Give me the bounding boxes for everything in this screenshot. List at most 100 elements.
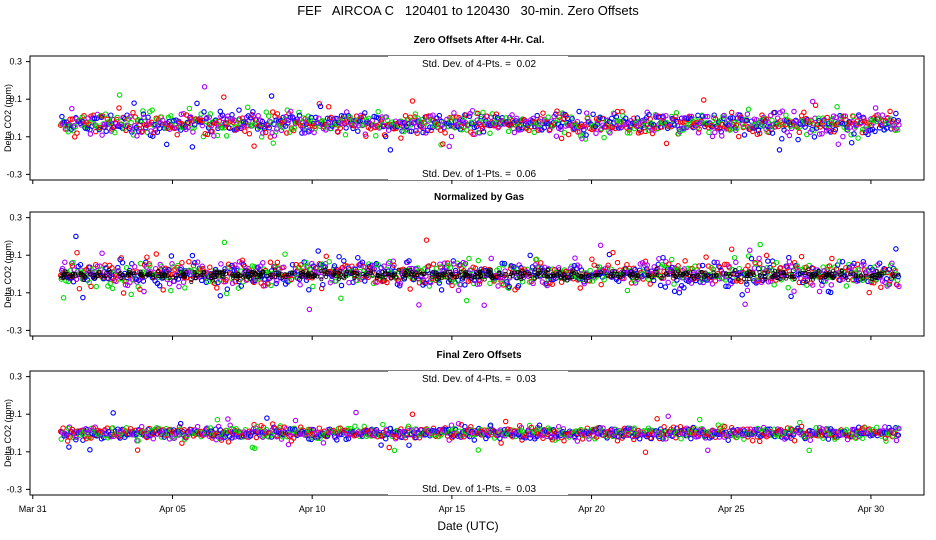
data-point <box>656 435 663 442</box>
normalized-point <box>772 268 777 273</box>
data-point <box>206 114 213 120</box>
data-point <box>785 284 791 291</box>
data-point <box>590 433 597 439</box>
normalized-point <box>265 273 270 278</box>
data-point <box>362 278 368 284</box>
data-points <box>57 409 902 455</box>
data-point <box>176 283 182 290</box>
data-point <box>72 123 79 130</box>
data-point <box>478 113 484 120</box>
normalized-point <box>518 274 523 279</box>
data-point <box>218 261 224 267</box>
normalized-point <box>284 272 289 277</box>
data-point <box>250 109 256 115</box>
data-point <box>844 124 850 130</box>
data-point <box>319 118 325 124</box>
data-point <box>809 98 816 105</box>
normalized-point <box>605 273 610 278</box>
data-point <box>209 128 215 135</box>
data-point <box>850 277 857 284</box>
data-point <box>744 111 751 117</box>
data-point <box>369 266 376 272</box>
data-point <box>477 278 483 284</box>
normalized-point <box>269 272 274 277</box>
data-point <box>198 277 205 284</box>
data-point <box>194 423 201 430</box>
data-point <box>848 139 855 146</box>
data-point <box>251 445 258 452</box>
normalized-point <box>322 272 327 276</box>
data-point <box>409 411 416 418</box>
data-point <box>745 106 752 113</box>
normalized-point <box>61 276 66 280</box>
data-point <box>705 113 711 120</box>
normalized-point <box>385 271 390 276</box>
data-point <box>260 130 266 136</box>
data-point <box>534 112 540 119</box>
data-point <box>314 270 321 277</box>
normalized-point <box>63 269 68 274</box>
data-point <box>822 123 828 129</box>
normalized-point <box>176 273 180 278</box>
data-point <box>795 136 801 143</box>
data-point <box>316 425 323 431</box>
data-point <box>183 112 190 118</box>
data-point <box>312 125 319 131</box>
data-point <box>163 125 169 132</box>
data-point <box>665 413 671 420</box>
data-point <box>381 263 387 269</box>
normalized-point <box>512 270 517 275</box>
data-point <box>545 114 551 120</box>
normalized-point <box>519 277 524 282</box>
data-point <box>738 114 744 120</box>
data-point <box>182 124 189 130</box>
normalized-point <box>487 270 492 275</box>
normalized-point <box>248 276 252 281</box>
data-point <box>790 276 796 282</box>
normalized-point <box>102 274 106 279</box>
data-point <box>135 438 141 444</box>
data-point <box>290 127 297 134</box>
normalized-point <box>360 272 365 276</box>
data-point <box>373 133 379 139</box>
data-point <box>572 255 578 261</box>
data-point <box>345 425 351 432</box>
data-point <box>189 252 196 259</box>
data-point <box>506 283 512 290</box>
data-point <box>647 281 653 287</box>
normalized-point <box>437 272 442 277</box>
data-point <box>749 128 756 135</box>
data-point <box>119 259 126 266</box>
data-point <box>273 280 279 287</box>
normalized-point <box>727 271 731 276</box>
data-point <box>574 118 581 125</box>
data-point <box>694 274 700 281</box>
data-point <box>802 124 808 130</box>
data-point <box>74 268 81 275</box>
data-point <box>481 302 487 309</box>
data-point <box>527 252 533 259</box>
normalized-point <box>748 274 753 279</box>
data-point <box>73 436 79 443</box>
normalized-point <box>670 271 675 276</box>
data-point <box>801 109 807 116</box>
normalized-point <box>339 272 344 277</box>
data-point <box>338 295 344 302</box>
data-point <box>650 122 657 128</box>
data-point <box>59 113 65 120</box>
normalized-point <box>301 271 306 276</box>
data-point <box>214 416 221 423</box>
normalized-point <box>527 271 532 276</box>
normalized-point <box>284 275 289 279</box>
data-point <box>558 279 565 285</box>
data-point <box>540 110 546 116</box>
normalized-point <box>562 272 567 277</box>
data-point <box>194 259 201 265</box>
data-point <box>305 113 312 119</box>
normalized-point <box>824 272 829 277</box>
data-point <box>883 269 889 276</box>
normalized-point <box>242 273 247 278</box>
data-point <box>316 100 323 107</box>
data-point <box>58 436 65 442</box>
normalized-point <box>649 275 654 280</box>
